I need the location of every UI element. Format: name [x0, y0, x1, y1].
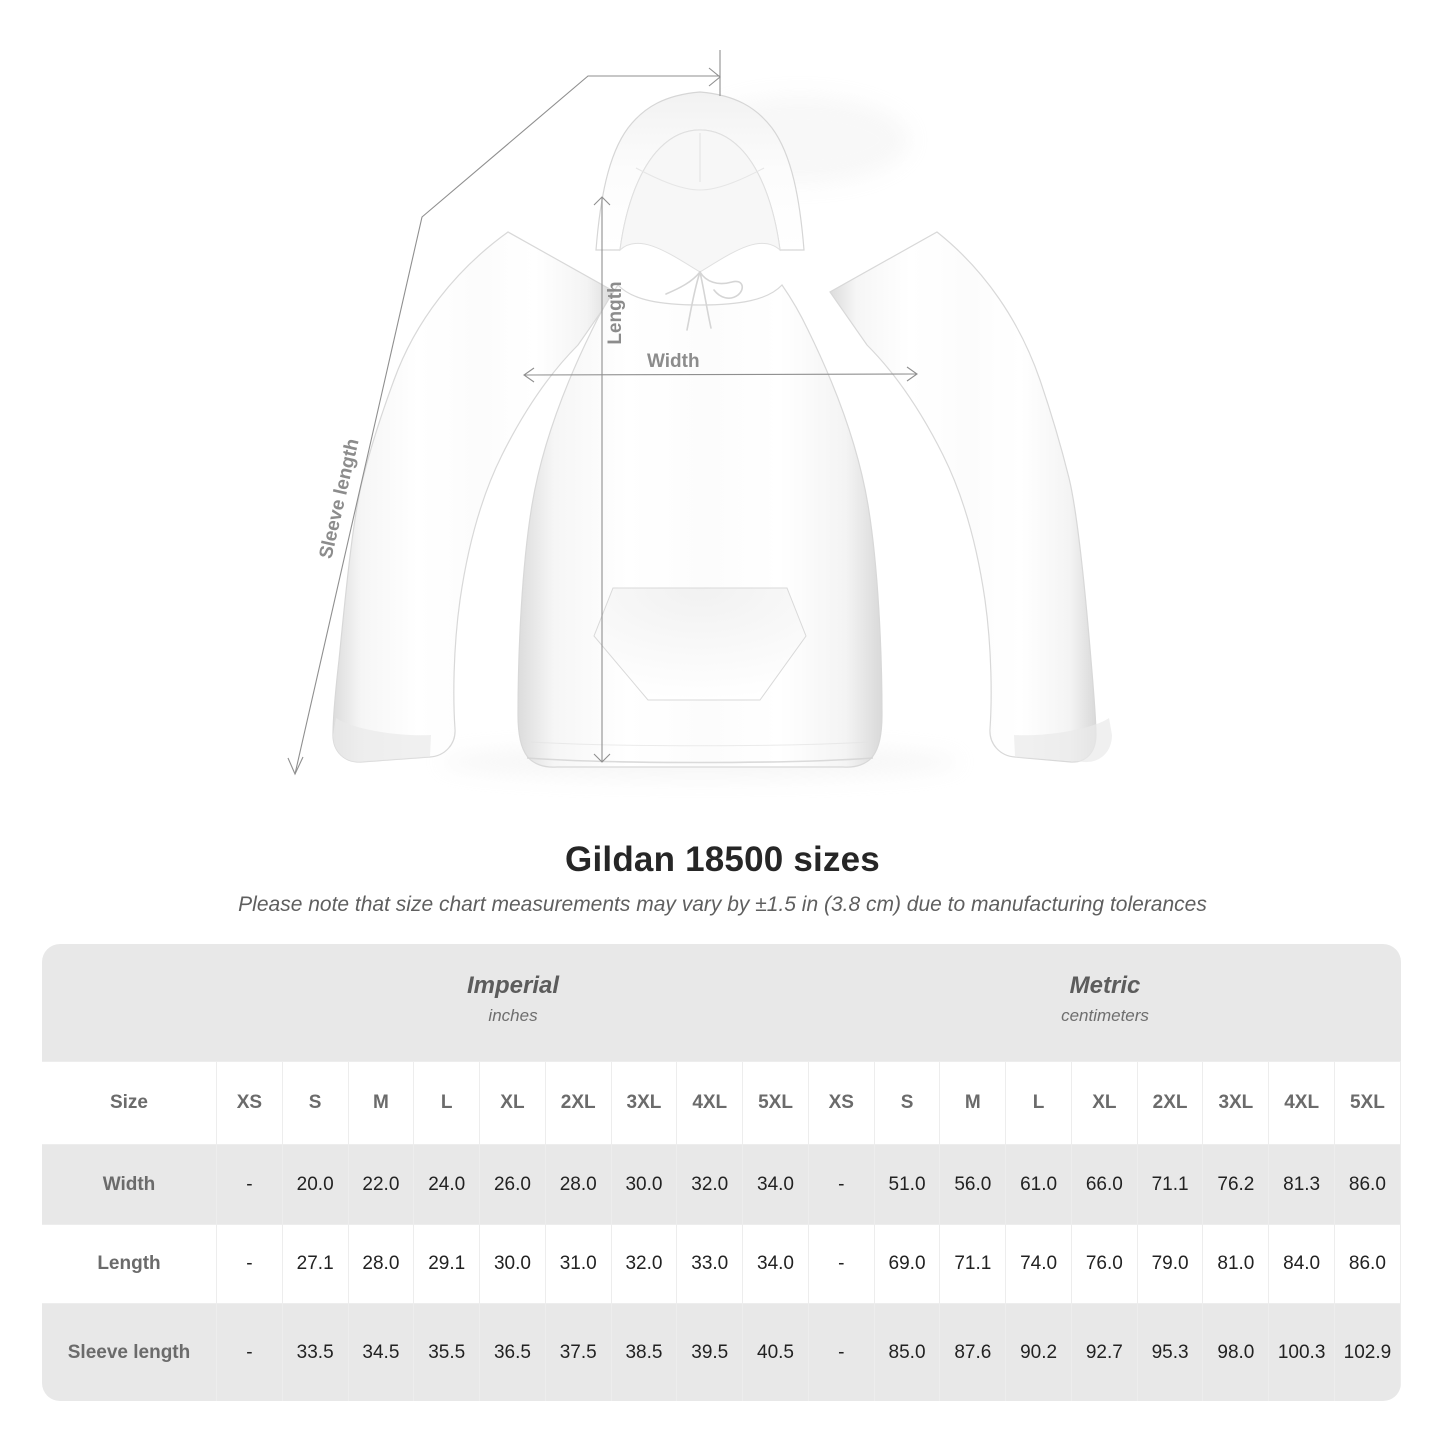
- svg-text:Length: Length: [605, 281, 626, 344]
- svg-text:Width: Width: [647, 351, 700, 372]
